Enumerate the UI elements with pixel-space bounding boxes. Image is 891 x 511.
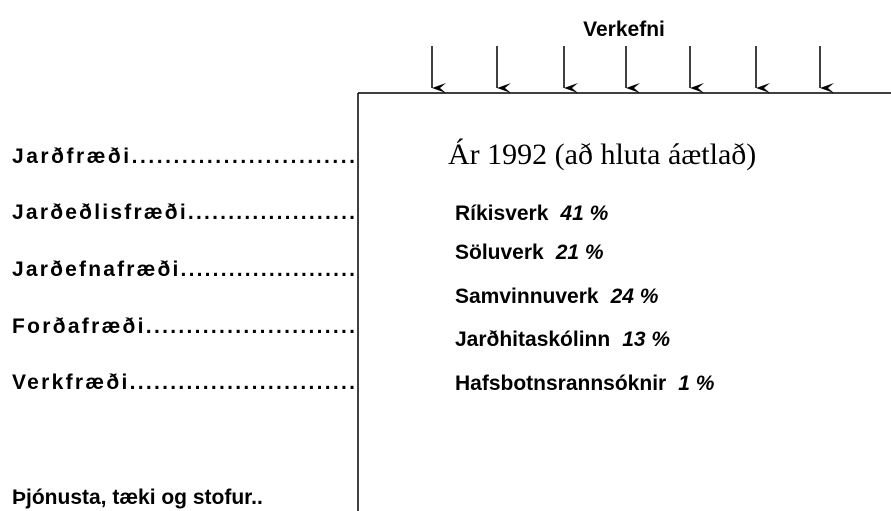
item-share: 41 % bbox=[559, 202, 608, 225]
item-name: Jarðhitaskólinn bbox=[455, 328, 610, 351]
item-share: 1 % bbox=[678, 372, 715, 395]
header-title: Verkefni bbox=[583, 18, 665, 41]
field-label: Forðafræði.......................... bbox=[12, 315, 355, 338]
arrows bbox=[431, 46, 834, 93]
item-name: Söluverk bbox=[455, 241, 544, 264]
item: Ríkisverk 41 % bbox=[455, 202, 609, 225]
field-label: Jarðeðlisfræði..................... bbox=[12, 201, 355, 224]
field-label: Þjónusta, tæki og stofur.. bbox=[12, 486, 263, 509]
panel-title: Ár 1992 (að hluta áætlað) bbox=[448, 138, 756, 171]
items: Ríkisverk 41 % Söluverk 21 % Samvinnuverk 24 … bbox=[455, 202, 715, 395]
fields: Jarðfræði........................... Jarð… bbox=[12, 145, 355, 509]
field-label: Jarðfræði........................... bbox=[12, 145, 355, 168]
field-label: Jarðefnafræði...................... bbox=[12, 258, 355, 281]
item-share: 21 % bbox=[555, 241, 604, 264]
item-name: Samvinnuverk bbox=[455, 285, 599, 308]
item-name: Hafsbotnsrannsóknir bbox=[455, 372, 666, 395]
item-share: 13 % bbox=[622, 328, 670, 351]
item: Samvinnuverk 24 % bbox=[455, 285, 659, 308]
field-label: Verkfræði............................ bbox=[12, 371, 355, 394]
item-share: 24 % bbox=[610, 285, 659, 308]
item: Hafsbotnsrannsóknir 1 % bbox=[455, 372, 715, 395]
item: Jarðhitaskólinn 13 % bbox=[455, 328, 670, 351]
item: Söluverk 21 % bbox=[455, 241, 604, 264]
item-name: Ríkisverk bbox=[455, 202, 549, 225]
